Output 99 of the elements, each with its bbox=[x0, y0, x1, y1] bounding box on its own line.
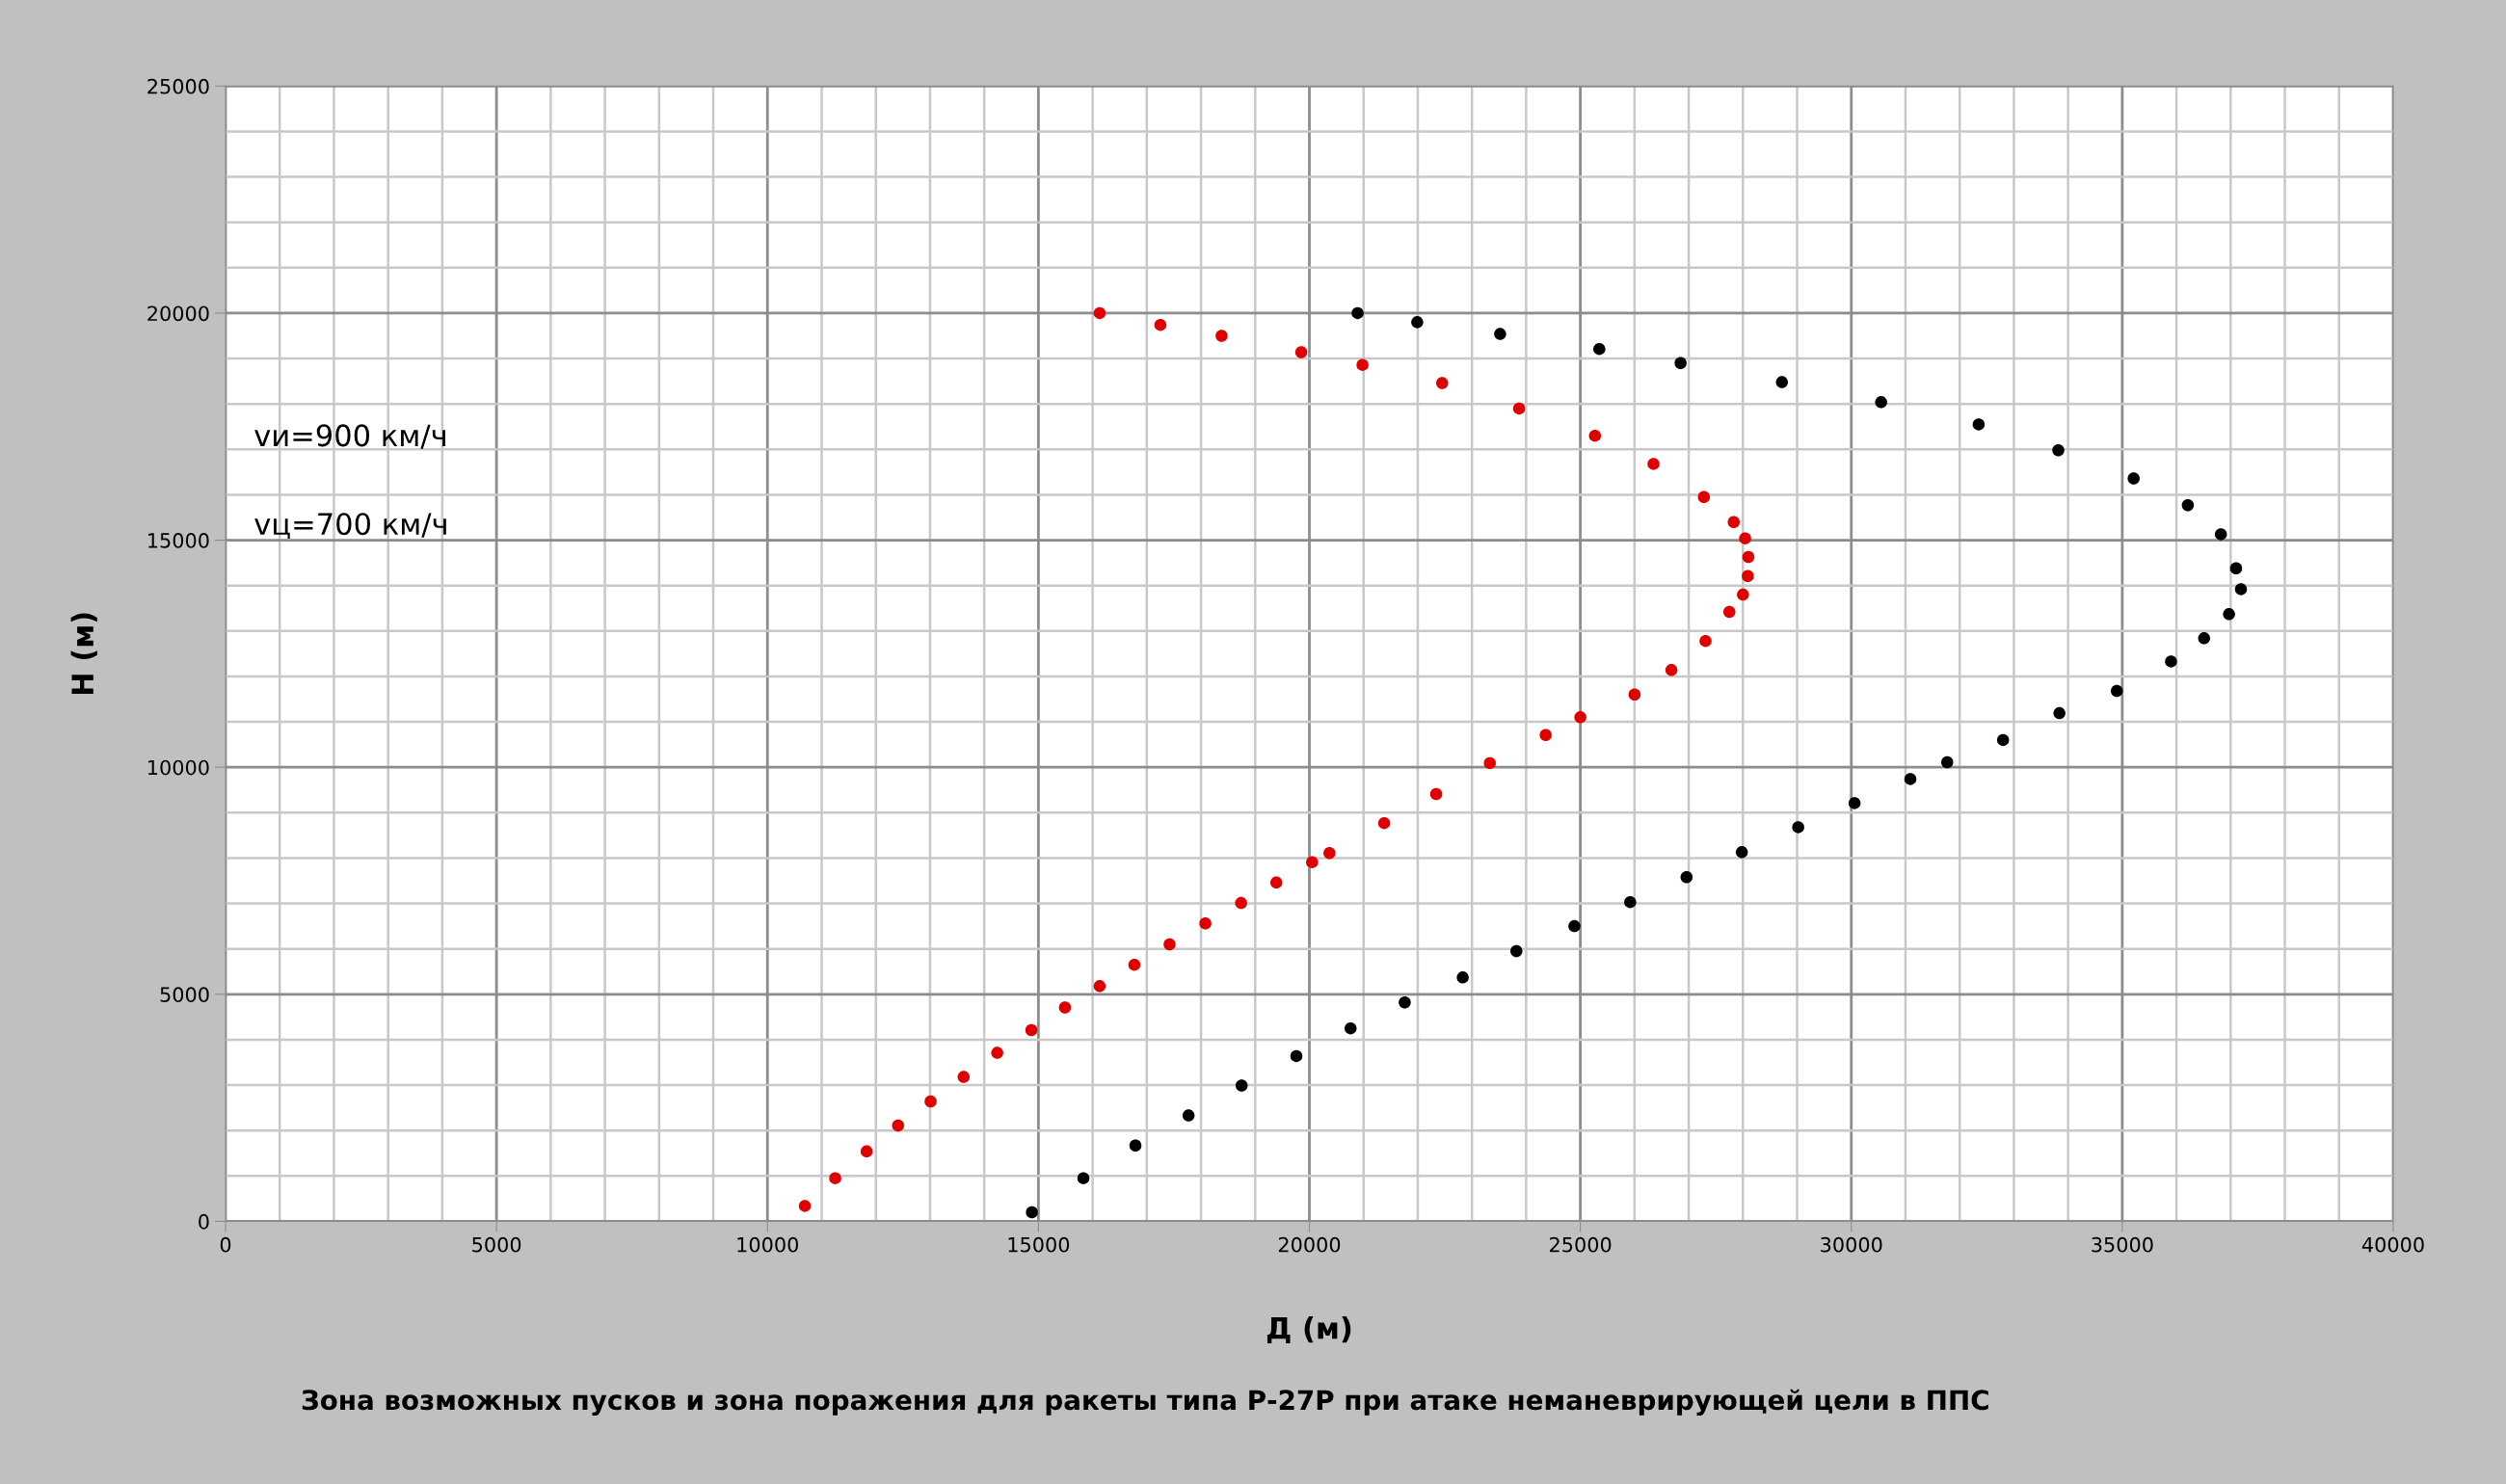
point bbox=[1941, 755, 1954, 769]
point bbox=[1306, 856, 1319, 868]
point bbox=[1456, 971, 1469, 984]
point bbox=[1294, 346, 1308, 358]
annotation: vц=700 км/ч bbox=[254, 513, 446, 540]
point bbox=[1735, 846, 1748, 859]
x-tick-label: 0 bbox=[220, 1236, 231, 1253]
x-tick-label: 25000 bbox=[1550, 1236, 1612, 1253]
point bbox=[892, 1119, 904, 1132]
point bbox=[1697, 490, 1711, 504]
point bbox=[1792, 821, 1804, 834]
point bbox=[1128, 958, 1141, 971]
point bbox=[1026, 1206, 1038, 1219]
point bbox=[1411, 316, 1424, 329]
x-tick-label: 30000 bbox=[1821, 1236, 1882, 1253]
point bbox=[2223, 608, 2235, 621]
point bbox=[1483, 756, 1496, 770]
point bbox=[1323, 846, 1336, 860]
point bbox=[1727, 516, 1740, 528]
point bbox=[1742, 550, 1755, 564]
point bbox=[1593, 342, 1606, 356]
point bbox=[1235, 1079, 1248, 1092]
point bbox=[1269, 876, 1283, 889]
point bbox=[2181, 499, 2195, 512]
y-tick-label: 15000 bbox=[148, 533, 209, 548]
point bbox=[1568, 919, 1581, 933]
point bbox=[798, 1200, 812, 1212]
point bbox=[1574, 711, 1586, 724]
annotation: vи=900 км/ч bbox=[254, 424, 445, 449]
point bbox=[1996, 733, 2010, 747]
point bbox=[1665, 664, 1678, 676]
x-tick-label: 10000 bbox=[737, 1236, 798, 1253]
point bbox=[991, 1047, 1003, 1059]
point bbox=[1344, 1021, 1357, 1035]
point bbox=[2229, 562, 2243, 575]
point bbox=[1199, 917, 1212, 930]
point bbox=[1848, 797, 1861, 809]
point bbox=[1058, 1001, 1072, 1014]
y-tick-label: 0 bbox=[199, 1213, 209, 1230]
point bbox=[2111, 684, 2123, 698]
y-tick-label: 20000 bbox=[147, 305, 209, 322]
x-tick-label: 5000 bbox=[472, 1236, 521, 1253]
point bbox=[2053, 706, 2066, 720]
point bbox=[1235, 896, 1247, 910]
y-axis-title: Н (м) bbox=[70, 613, 97, 695]
point bbox=[1742, 570, 1754, 583]
x-axis-title: Д (м) bbox=[1266, 1316, 1351, 1344]
point bbox=[1377, 816, 1391, 830]
point bbox=[2198, 632, 2211, 645]
x-tick-label: 20000 bbox=[1278, 1236, 1341, 1253]
point bbox=[1904, 773, 1917, 785]
point bbox=[1129, 1139, 1142, 1152]
text: Зона возможных пусков и зона поражения для ракеты типа Р-27Р при атаке неманеврирующей цели в ППС bbox=[302, 1389, 1988, 1416]
point bbox=[1628, 688, 1641, 702]
point bbox=[1723, 605, 1736, 619]
point bbox=[829, 1172, 841, 1184]
point bbox=[1647, 458, 1660, 470]
point bbox=[1351, 306, 1364, 320]
point bbox=[1077, 1172, 1090, 1184]
point bbox=[1163, 938, 1176, 951]
point bbox=[1290, 1049, 1303, 1063]
point bbox=[1699, 634, 1712, 648]
point bbox=[1674, 357, 1687, 370]
point bbox=[1739, 532, 1751, 544]
point bbox=[1093, 306, 1106, 320]
point bbox=[1775, 376, 1789, 388]
point bbox=[1494, 328, 1506, 340]
point bbox=[1512, 402, 1526, 415]
y-tick-label: 5000 bbox=[160, 987, 209, 1003]
y-tick-label: 25000 bbox=[147, 78, 209, 94]
point bbox=[1215, 330, 1228, 342]
point bbox=[2165, 655, 2177, 668]
point bbox=[860, 1145, 873, 1158]
point bbox=[2234, 583, 2248, 596]
point bbox=[1972, 418, 1986, 431]
point bbox=[1436, 377, 1449, 389]
point bbox=[1624, 895, 1637, 909]
point bbox=[1399, 996, 1411, 1009]
point bbox=[2052, 444, 2065, 457]
point bbox=[1737, 588, 1749, 601]
x-tick-label: 35000 bbox=[2092, 1236, 2153, 1253]
point bbox=[1510, 944, 1523, 958]
point bbox=[2127, 472, 2140, 485]
point bbox=[924, 1095, 937, 1108]
point bbox=[1093, 980, 1106, 993]
point bbox=[1588, 429, 1602, 442]
point bbox=[2214, 528, 2227, 541]
point bbox=[1182, 1109, 1195, 1122]
point bbox=[1025, 1023, 1038, 1037]
point bbox=[957, 1071, 971, 1083]
x-tick-label: 15000 bbox=[1008, 1236, 1070, 1253]
y-tick-label: 10000 bbox=[148, 759, 209, 776]
point bbox=[1356, 358, 1369, 371]
x-tick-label: 40000 bbox=[2361, 1236, 2424, 1253]
point bbox=[1429, 787, 1443, 801]
point bbox=[1875, 396, 1887, 409]
point bbox=[1680, 870, 1693, 884]
point bbox=[1539, 729, 1552, 741]
point bbox=[1154, 318, 1167, 331]
